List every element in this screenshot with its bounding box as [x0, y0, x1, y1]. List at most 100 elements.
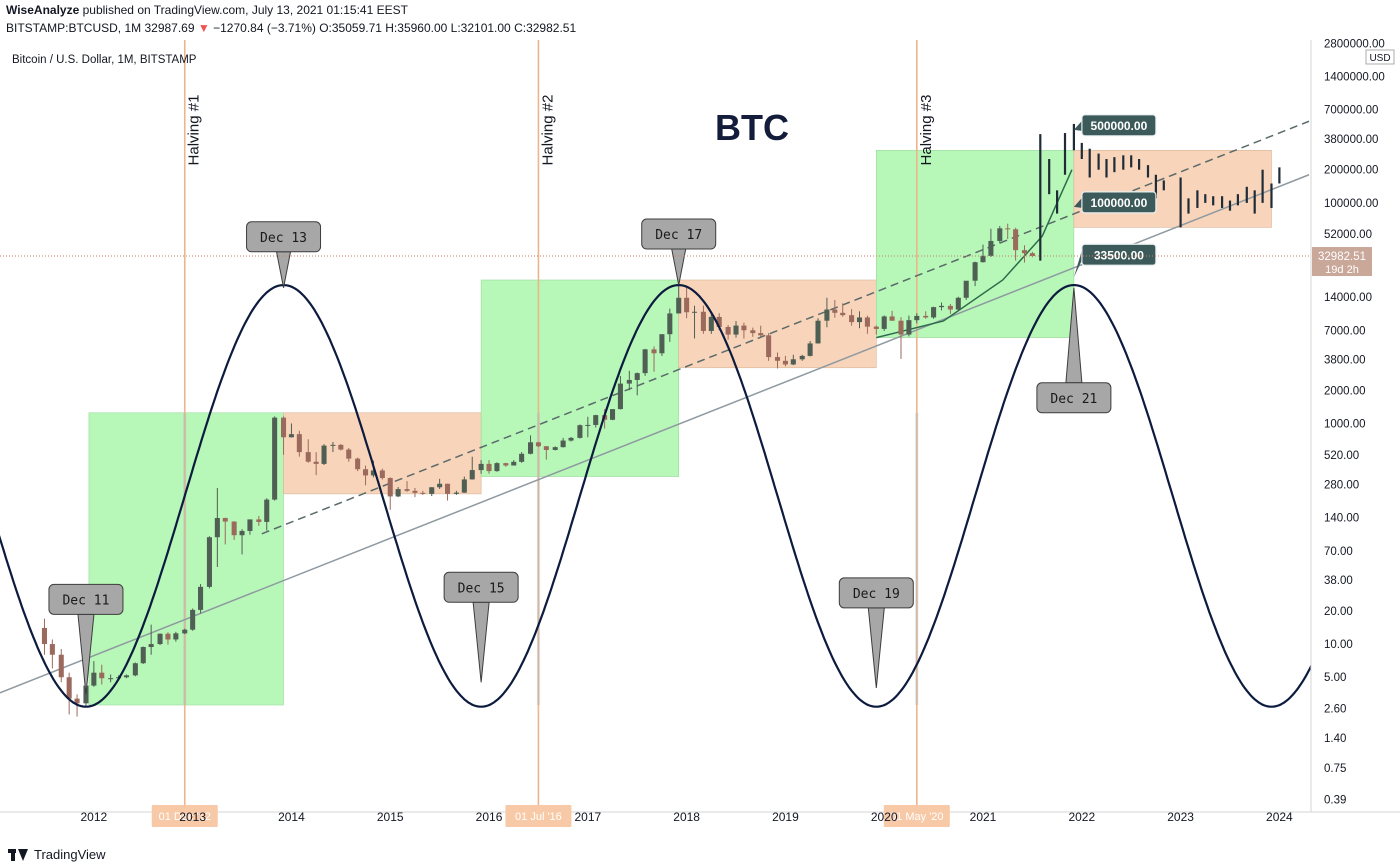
candle-91 — [790, 354, 796, 366]
candle-88 — [766, 333, 772, 361]
orange-box-5 — [1073, 149, 1272, 228]
candle-body-47 — [429, 487, 435, 494]
candle-70 — [617, 375, 623, 410]
x-tick-label-2012: 2012 — [81, 810, 108, 824]
candle-body-63 — [560, 440, 566, 448]
change-arrow-icon: ▼ — [197, 21, 210, 35]
candle-73 — [642, 348, 648, 376]
candle-112 — [963, 280, 969, 300]
candle-92 — [799, 354, 805, 361]
candle-body-52 — [469, 470, 475, 480]
candle-28 — [272, 416, 278, 501]
candle-29 — [281, 416, 287, 455]
price-target-0: 500000.00 — [1073, 114, 1157, 137]
candle-body-12 — [140, 647, 146, 664]
candle-86 — [750, 327, 756, 337]
projected-bars — [1039, 123, 1281, 261]
x-axis[interactable]: 01 Dec '12 01 Jul '16 01 May '20 2012 2013 20… — [81, 805, 1294, 827]
price-target-label-2: 33500.00 — [1094, 248, 1144, 262]
candle-body-78 — [684, 297, 690, 313]
candle-body-66 — [585, 424, 591, 426]
candle-body-69 — [609, 409, 616, 420]
candle-61 — [543, 445, 549, 460]
candle-119 — [1021, 245, 1028, 263]
candle-body-108 — [931, 307, 937, 318]
callout-label-4: Dec 19 — [853, 587, 900, 602]
candle-body-55 — [494, 463, 500, 472]
candle-23 — [231, 521, 237, 540]
callout-dec-19: Dec 19 — [838, 577, 914, 688]
candle-75 — [659, 334, 665, 356]
x-tick-label-2022: 2022 — [1068, 810, 1095, 824]
x-tick-label-2021: 2021 — [970, 810, 997, 824]
callout-dec-21: Dec 21 — [1036, 287, 1112, 414]
candle-body-81 — [708, 316, 714, 331]
candles[interactable] — [41, 223, 1035, 717]
candle-body-56 — [503, 463, 509, 466]
candle-105 — [906, 315, 912, 337]
candle-58 — [519, 452, 525, 463]
candle-85 — [741, 322, 747, 339]
candle-39 — [363, 465, 369, 486]
callout-dec-15: Dec 15 — [443, 571, 519, 683]
candle-3 — [66, 672, 72, 715]
y-tick-label-20: 2.60 — [1324, 704, 1346, 716]
candle-41 — [379, 468, 385, 480]
y-tick-label-12: 520.00 — [1324, 450, 1359, 462]
symbol-label: BITSTAMP:BTCUSD, 1M — [6, 21, 142, 35]
candle-35 — [330, 441, 336, 453]
candle-2 — [58, 649, 64, 683]
x-tick-label-2014: 2014 — [278, 810, 305, 824]
candle-body-32 — [305, 452, 311, 462]
candle-body-2 — [58, 654, 64, 678]
callout-box-3 — [641, 218, 717, 250]
chart-title: BTC — [715, 107, 789, 148]
y-tick-label-10: 2000.00 — [1324, 385, 1366, 397]
candle-80 — [700, 305, 706, 334]
candle-90 — [782, 355, 788, 367]
candle-45 — [412, 487, 418, 498]
y-tick-label-23: 0.39 — [1324, 794, 1346, 806]
price-target-label-1: 100000.00 — [1091, 196, 1148, 210]
price-target-label-0: 500000.00 — [1091, 119, 1148, 133]
candle-body-104 — [898, 320, 904, 335]
candle-78 — [684, 287, 690, 319]
candle-body-21 — [214, 517, 220, 538]
candle-body-110 — [947, 305, 953, 310]
cycle-wave-line — [0, 284, 1311, 708]
halving-date-tag-1: 01 Dec '12 — [151, 805, 218, 827]
candle-18 — [190, 608, 196, 631]
candle-84 — [733, 321, 739, 338]
candle-body-96 — [832, 309, 838, 313]
candle-103 — [889, 310, 895, 321]
candle-21 — [214, 487, 220, 567]
candle-49 — [445, 483, 451, 501]
candle-33 — [313, 452, 319, 476]
candle-50 — [453, 490, 459, 495]
callout-box-5 — [1036, 382, 1112, 414]
candle-0 — [41, 618, 47, 655]
low-value: L:32101.00 — [450, 21, 511, 35]
candle-34 — [321, 444, 327, 466]
candle-12 — [140, 646, 146, 664]
candle-74 — [651, 346, 657, 372]
candle-72 — [634, 372, 640, 396]
candle-body-3 — [66, 677, 72, 699]
halving-date-tag-text-3: 01 May '20 — [890, 811, 943, 823]
halving-label-1: Halving #1 — [186, 95, 203, 166]
candle-117 — [1005, 223, 1011, 240]
x-tick-label-2015: 2015 — [377, 810, 404, 824]
candle-body-46 — [420, 492, 426, 494]
candle-body-15 — [165, 633, 171, 640]
candle-62 — [552, 446, 558, 451]
last-price: 32987.69 — [144, 21, 195, 35]
author-name[interactable]: WiseAnalyze — [6, 3, 80, 17]
candle-body-50 — [453, 492, 459, 494]
candle-36 — [338, 444, 344, 451]
footer-brand[interactable]: TradingView — [8, 847, 106, 862]
y-axis[interactable]: 2800000.00 1400000.00 700000.00 380000.00 20… — [0, 38, 1400, 813]
candle-81 — [708, 314, 714, 334]
x-tick-label-2016: 2016 — [476, 810, 503, 824]
candle-48 — [437, 478, 443, 489]
